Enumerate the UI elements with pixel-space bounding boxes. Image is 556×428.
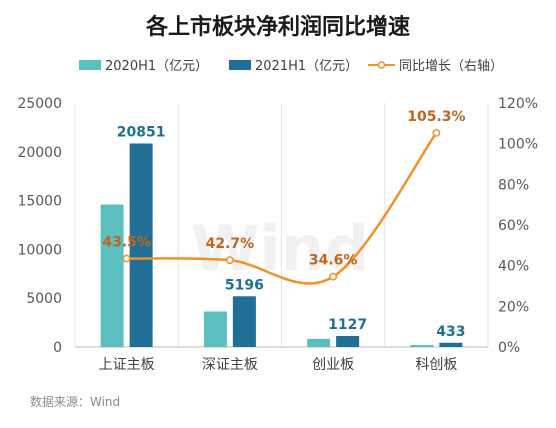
source-note: 数据来源：Wind: [30, 394, 120, 409]
growth-data-label: 105.3%: [407, 109, 465, 125]
bar-2020h1: [100, 204, 124, 347]
y-left-tick-label: 15000: [17, 194, 62, 210]
growth-data-label: 34.6%: [309, 253, 358, 269]
legend-label-2021: 2021H1（亿元）: [255, 59, 358, 74]
bar-2021h1: [232, 296, 256, 347]
y-right-tick-label: 40%: [498, 259, 529, 275]
y-right-tick-label: 100%: [498, 137, 538, 153]
y-left-tick-label: 20000: [17, 145, 62, 161]
growth-point: [329, 272, 338, 281]
bar-data-label: 1127: [328, 317, 367, 333]
category-label: 深证主板: [202, 357, 258, 373]
y-left-tick-label: 10000: [17, 242, 62, 258]
bar-2021h1: [129, 143, 153, 347]
y-right-tick-label: 20%: [498, 299, 529, 315]
growth-point: [432, 128, 441, 137]
y-right-tick-label: 0%: [498, 340, 520, 356]
legend-label-2020: 2020H1（亿元）: [105, 59, 208, 74]
growth-point: [225, 256, 234, 265]
growth-data-label: 42.7%: [206, 236, 255, 252]
category-label: 科创板: [415, 357, 457, 373]
growth-data-label: 43.5%: [102, 235, 151, 251]
category-label: 创业板: [312, 357, 354, 373]
bar-2020h1: [203, 311, 227, 347]
bar-2021h1: [439, 342, 463, 347]
bar-data-label: 433: [436, 324, 465, 340]
bar-data-label: 20851: [117, 124, 166, 140]
y-left-tick-label: 25000: [17, 96, 62, 112]
legend-line-marker: [377, 61, 386, 69]
y-right-tick-label: 120%: [498, 96, 538, 112]
legend: 2020H1（亿元） 2021H1（亿元） 同比增长（右轴）: [79, 59, 503, 74]
legend-label-growth: 同比增长（右轴）: [399, 59, 503, 74]
y-left-tick-label: 0: [53, 340, 62, 356]
bar-2020h1: [410, 344, 434, 347]
growth-line: [126, 132, 438, 285]
bar-2020h1: [307, 338, 331, 347]
y-right-tick-label: 60%: [498, 218, 529, 234]
bar-2021h1: [336, 336, 360, 347]
category-label: 上证主板: [99, 357, 155, 373]
y-left-tick-label: 5000: [26, 291, 62, 307]
chart-title: 各上市板块净利润同比增速: [145, 14, 410, 40]
growth-point: [122, 254, 131, 263]
bar-data-label: 5196: [225, 277, 264, 293]
y-right-tick-label: 80%: [498, 177, 529, 193]
legend-swatch-2020: [79, 60, 101, 70]
legend-swatch-2021: [229, 60, 251, 70]
